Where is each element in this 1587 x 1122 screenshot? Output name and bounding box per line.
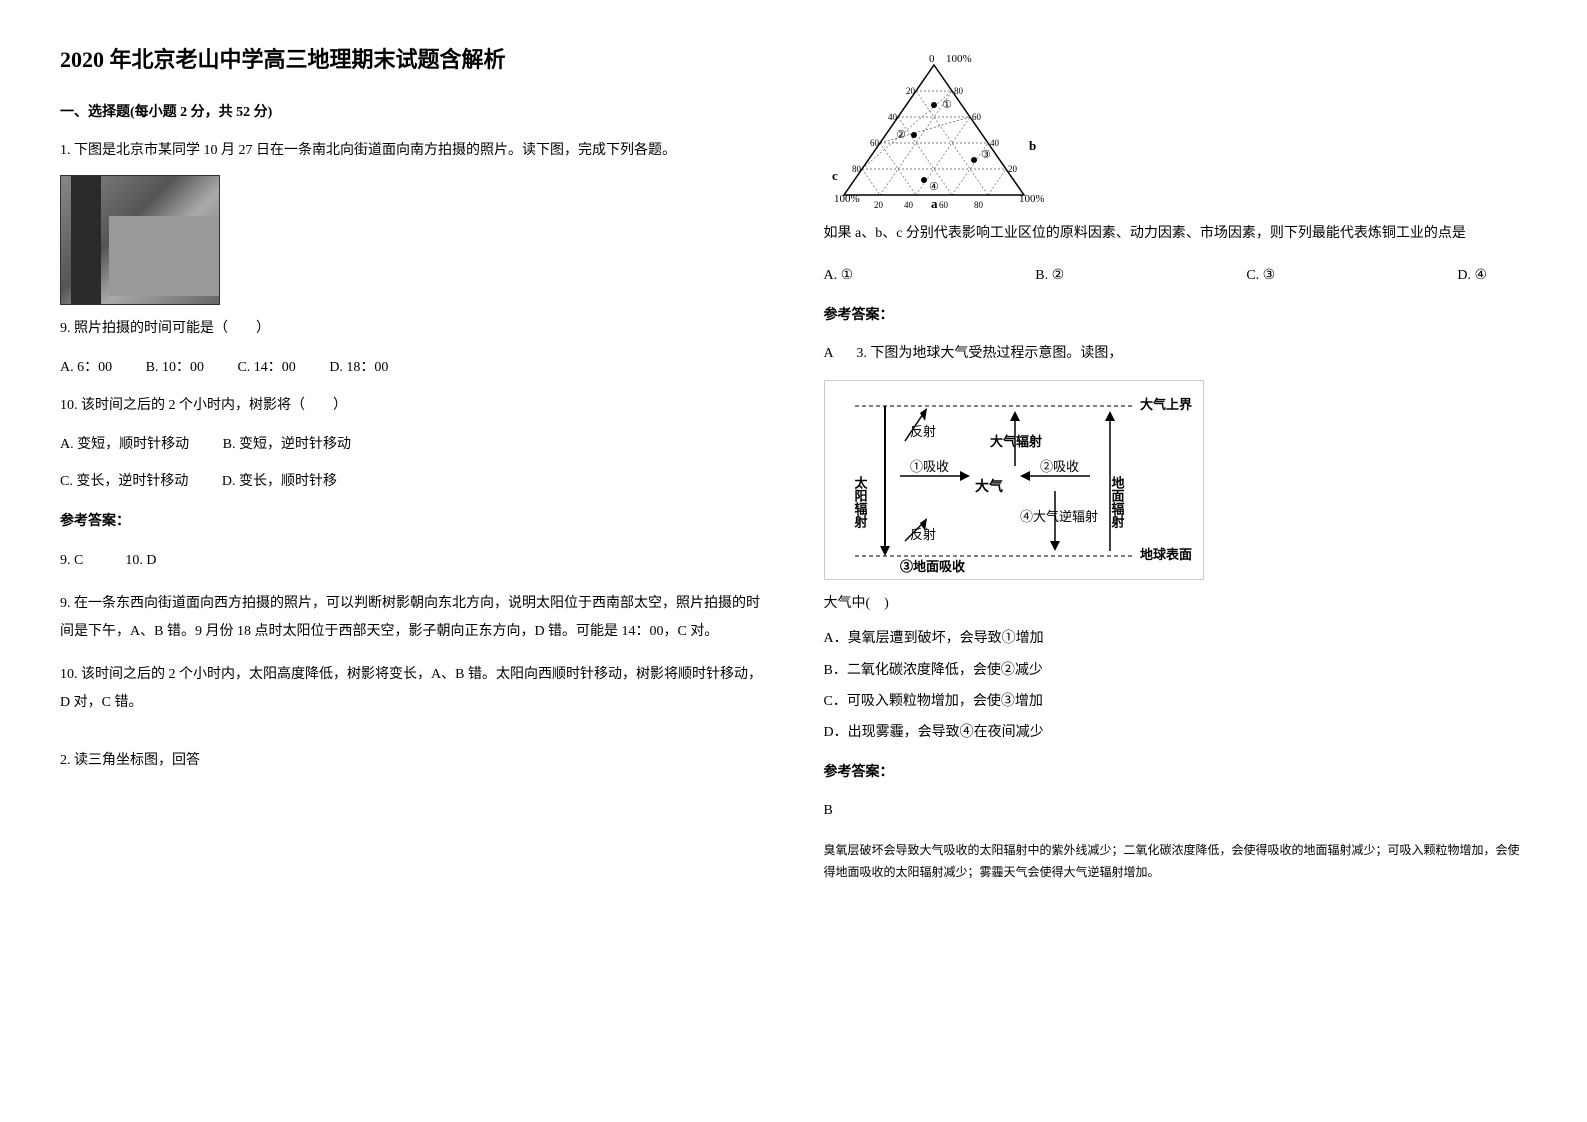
q2-question: 如果 a、b、c 分别代表影响工业区位的原料因素、动力因素、市场因素，则下列最能…: [824, 220, 1528, 248]
svg-text:②吸收: ②吸收: [1040, 459, 1079, 474]
svg-text:③: ③: [981, 149, 991, 161]
q2-option-d: D. ④: [1457, 263, 1487, 288]
svg-text:80: 80: [954, 86, 964, 96]
svg-text:反射: 反射: [910, 424, 936, 439]
q10-option-c: C. 变长，逆时针移动: [60, 474, 188, 489]
svg-text:③地面吸收: ③地面吸收: [900, 559, 966, 574]
q1-intro: 1. 下图是北京市某同学 10 月 27 日在一条南北向街道面向南方拍摄的照片。…: [60, 137, 764, 165]
svg-text:40: 40: [888, 112, 898, 122]
svg-text:80: 80: [974, 200, 984, 210]
q10-options-2: C. 变长，逆时针移动 D. 变长，顺时针移: [60, 469, 764, 494]
right-column: ① ② ③ ④ 0 100% 100% 100% c b a 20 40 60 …: [824, 40, 1528, 1082]
ternary-diagram: ① ② ③ ④ 0 100% 100% 100% c b a 20 40 60 …: [824, 50, 1044, 210]
explanation-10: 10. 该时间之后的 2 个小时内，太阳高度降低，树影将变长，A、B 错。太阳向…: [60, 661, 764, 717]
q9-text: 9. 照片拍摄的时间可能是（ ）: [60, 315, 764, 343]
svg-text:④: ④: [929, 181, 939, 193]
answer-910: 9. C 10. D: [60, 547, 764, 575]
q9-option-d: D. 18：00: [329, 360, 388, 375]
svg-text:80: 80: [852, 164, 862, 174]
svg-text:大气上界: 大气上界: [1140, 397, 1192, 412]
answer-label-1: 参考答案：: [60, 509, 764, 534]
svg-text:100%: 100%: [1019, 193, 1044, 205]
answer-2: A 3. 下图为地球大气受热过程示意图。读图，: [824, 340, 1528, 368]
atmosphere-diagram: 大气上界 地球表面 太阳辐射 反射 反射 ①吸收 大气 大气辐射: [824, 380, 1204, 580]
svg-text:40: 40: [990, 138, 1000, 148]
svg-text:b: b: [1029, 138, 1036, 153]
explanation-footnote: 臭氧层破坏会导致大气吸收的太阳辐射中的紫外线减少；二氧化碳浓度降低，会使得吸收的…: [824, 840, 1528, 883]
q3-intro: 3. 下图为地球大气受热过程示意图。读图，: [856, 346, 1122, 361]
q10-option-a: A. 变短，顺时针移动: [60, 437, 189, 452]
svg-text:反射: 反射: [910, 527, 936, 542]
q9-option-c: C. 14：00: [237, 360, 295, 375]
q2-option-b: B. ②: [1035, 263, 1064, 288]
svg-text:a: a: [931, 196, 938, 210]
svg-text:100%: 100%: [946, 53, 972, 65]
q10-option-d: D. 变长，顺时针移: [222, 474, 337, 489]
q3-option-c: C．可吸入颗粒物增加，会使③增加: [824, 689, 1528, 714]
svg-text:地面辐射: 地面辐射: [1109, 476, 1125, 530]
left-column: 2020 年北京老山中学高三地理期末试题含解析 一、选择题(每小题 2 分，共 …: [60, 40, 764, 1082]
svg-text:60: 60: [939, 200, 949, 210]
q10-text: 10. 该时间之后的 2 个小时内，树影将（ ）: [60, 392, 764, 420]
q3-option-a: A．臭氧层遭到破坏，会导致①增加: [824, 626, 1528, 651]
svg-text:20: 20: [906, 86, 916, 96]
svg-text:20: 20: [874, 200, 884, 210]
q10-option-b: B. 变短，逆时针移动: [223, 437, 351, 452]
q9-option-b: B. 10：00: [146, 360, 204, 375]
svg-text:④大气逆辐射: ④大气逆辐射: [1020, 509, 1098, 524]
svg-text:②: ②: [896, 129, 906, 141]
q2-options: A. ① B. ② C. ③ D. ④: [824, 263, 1528, 288]
svg-text:①: ①: [942, 99, 952, 111]
q2-option-a: A. ①: [824, 263, 854, 288]
svg-text:100%: 100%: [834, 193, 860, 205]
q3-option-b: B．二氧化碳浓度降低，会使②减少: [824, 658, 1528, 683]
section-heading: 一、选择题(每小题 2 分，共 52 分): [60, 100, 764, 125]
svg-text:大气: 大气: [975, 478, 1003, 495]
street-photo: [60, 175, 220, 305]
q2-text: 2. 读三角坐标图，回答: [60, 747, 764, 775]
q2-option-c: C. ③: [1246, 263, 1275, 288]
exam-title: 2020 年北京老山中学高三地理期末试题含解析: [60, 40, 764, 80]
svg-text:地球表面: 地球表面: [1140, 547, 1192, 562]
answer-label-2: 参考答案：: [824, 303, 1528, 328]
svg-text:大气辐射: 大气辐射: [990, 434, 1042, 449]
svg-text:①吸收: ①吸收: [910, 459, 949, 474]
q10-options: A. 变短，顺时针移动 B. 变短，逆时针移动: [60, 432, 764, 457]
q9-option-a: A. 6：00: [60, 360, 112, 375]
svg-text:60: 60: [870, 138, 880, 148]
answer-3: B: [824, 797, 1528, 825]
q3-text: 大气中( ): [824, 590, 1528, 618]
q9-options: A. 6：00 B. 10：00 C. 14：00 D. 18：00: [60, 355, 764, 380]
explanation-9: 9. 在一条东西向街道面向西方拍摄的照片，可以判断树影朝向东北方向，说明太阳位于…: [60, 590, 764, 646]
svg-text:60: 60: [972, 112, 982, 122]
q3-option-d: D．出现雾霾，会导致④在夜间减少: [824, 720, 1528, 745]
svg-text:c: c: [832, 168, 838, 183]
svg-text:0: 0: [929, 53, 935, 65]
answer-label-3: 参考答案：: [824, 760, 1528, 785]
svg-text:太阳辐射: 太阳辐射: [852, 476, 868, 530]
svg-text:20: 20: [1008, 164, 1018, 174]
svg-text:40: 40: [904, 200, 914, 210]
